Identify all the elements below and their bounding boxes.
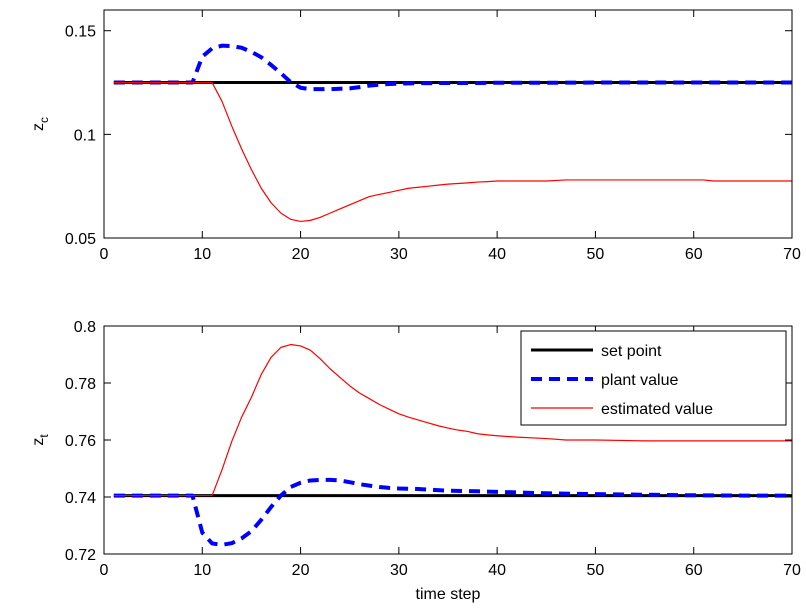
x-tick-label: 10	[193, 562, 211, 579]
x-tick-label: 30	[390, 246, 408, 263]
x-axis-label: time step	[416, 586, 481, 603]
x-tick-label: 40	[488, 246, 506, 263]
x-tick-label: 30	[390, 562, 408, 579]
x-tick-label: 20	[292, 246, 310, 263]
series-line-plant-value	[113, 477, 792, 547]
legend-box	[520, 330, 787, 426]
y-axis-label: zc	[30, 117, 51, 131]
y-tick-label: 0.1	[74, 127, 96, 144]
x-tick-label: 60	[685, 562, 703, 579]
x-tick-label: 40	[488, 562, 506, 579]
x-tick-label: 20	[292, 562, 310, 579]
y-axis-label-subscript: c	[37, 117, 51, 123]
axes-frame	[103, 9, 793, 239]
y-tick-label: 0.15	[65, 24, 96, 41]
legend-label-set-point: set point	[601, 343, 662, 360]
series-group	[113, 343, 792, 547]
chart-panel-2: 0 10 20 30 40 50 60 70 0.72 0.74 0.76 0.78 0.8 zt time…	[30, 319, 801, 603]
series-group	[113, 43, 792, 223]
x-tick-label: 50	[587, 246, 605, 263]
x-tick-label: 50	[587, 562, 605, 579]
x-tick-label: 0	[100, 562, 109, 579]
y-axis-label-main: z	[30, 438, 47, 446]
legend-label-estimated-value: estimated value	[601, 401, 713, 418]
legend-label-plant-value: plant value	[601, 372, 678, 389]
x-tick-label: 60	[685, 246, 703, 263]
y-axis-label-main: z	[30, 123, 47, 131]
y-tick-label: 0.74	[65, 490, 96, 507]
legend: set point plant value estimated value	[520, 330, 787, 426]
y-axis-label: zt	[30, 434, 51, 446]
x-tick-label: 10	[193, 246, 211, 263]
x-tick-label: 0	[100, 246, 109, 263]
series-line-estimated-value	[113, 81, 792, 223]
y-tick-label: 0.8	[74, 319, 96, 336]
y-axis-label-subscript: t	[37, 434, 51, 438]
x-tick-label: 70	[783, 246, 801, 263]
y-tick-label: 0.76	[65, 433, 96, 450]
x-tick-label: 70	[783, 562, 801, 579]
chart-panel-1: 0 10 20 30 40 50 60 70 0.05 0.1 0.15 zc	[30, 9, 801, 263]
y-tick-label: 0.72	[65, 547, 96, 564]
y-tick-label: 0.78	[65, 376, 96, 393]
series-line-estimated-value	[113, 343, 792, 497]
y-tick-label: 0.05	[65, 231, 96, 248]
